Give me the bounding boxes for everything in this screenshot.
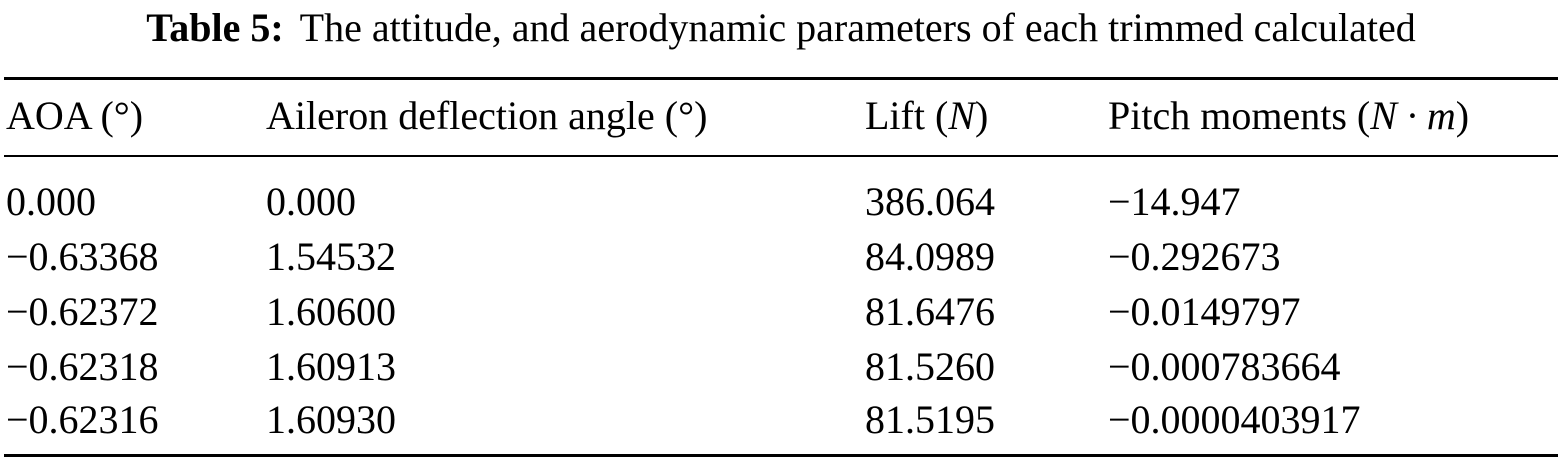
table-bottom-rule [4, 454, 1558, 457]
column-header-aoa: AOA (°) [6, 93, 143, 139]
table-cell-lift: 84.0989 [865, 234, 995, 279]
column-header-pitch-moments: Pitch moments (N · m) [1108, 93, 1469, 139]
table-cell-aileron-deflection: 1.60913 [266, 344, 396, 389]
table-cell-lift: 81.6476 [865, 289, 995, 334]
table-cell-pitch-moment: −0.000783664 [1108, 344, 1341, 389]
column-header-pitch-moments-open: ( [1346, 93, 1371, 138]
table-cell-pitch-moment: −0.292673 [1108, 234, 1281, 279]
table-cell-aileron-deflection: 1.60600 [266, 289, 396, 334]
table-cell-aoa: −0.62318 [6, 344, 159, 389]
column-header-lift-close: ) [975, 93, 989, 138]
table-cell-aileron-deflection: 1.60930 [266, 397, 396, 442]
column-header-aoa-close: ) [129, 93, 144, 138]
table-caption: Table 5: The attitude, and aerodynamic pa… [0, 0, 1562, 56]
table-cell-aoa: −0.62372 [6, 289, 159, 334]
column-header-lift-label: Lift [865, 93, 925, 138]
table-cell-aileron-deflection: 1.54532 [266, 234, 396, 279]
table-header-rule [4, 155, 1558, 157]
table-cell-aileron-deflection: 0.000 [266, 179, 356, 224]
table-top-rule [4, 77, 1558, 80]
column-header-aileron-deflection-close: ) [694, 93, 708, 138]
table-cell-lift: 81.5260 [865, 344, 995, 389]
table-cell-aoa: 0.000 [6, 179, 96, 224]
column-header-pitch-moments-close: ) [1455, 93, 1470, 138]
column-header-pitch-moments-unit: N · m [1370, 93, 1456, 138]
column-header-pitch-moments-label: Pitch moments [1108, 93, 1347, 138]
column-header-aileron-deflection-unit: ° [678, 93, 695, 138]
table-caption-text: The attitude, and aerodynamic parameters… [299, 5, 1416, 50]
table-cell-aoa: −0.62316 [6, 397, 159, 442]
table-caption-label: Table 5: [146, 5, 284, 50]
column-header-aileron-deflection-open: ( [654, 93, 679, 138]
table-cell-lift: 386.064 [865, 179, 995, 224]
column-header-aileron-deflection-label: Aileron deflection angle [266, 93, 655, 138]
column-header-lift-open: ( [924, 93, 949, 138]
table-cell-pitch-moment: −0.0149797 [1108, 289, 1301, 334]
table-cell-pitch-moment: −14.947 [1108, 179, 1241, 224]
table-cell-aoa: −0.63368 [6, 234, 159, 279]
column-header-lift: Lift (N) [865, 93, 988, 139]
table-cell-lift: 81.5195 [865, 397, 995, 442]
column-header-aoa-label: AOA [6, 93, 91, 138]
column-header-lift-unit: N [948, 93, 975, 138]
column-header-aoa-unit: ° [113, 93, 130, 138]
column-header-aileron-deflection: Aileron deflection angle (°) [266, 93, 707, 139]
table-cell-pitch-moment: −0.0000403917 [1108, 397, 1361, 442]
column-header-aoa-open: ( [90, 93, 114, 138]
